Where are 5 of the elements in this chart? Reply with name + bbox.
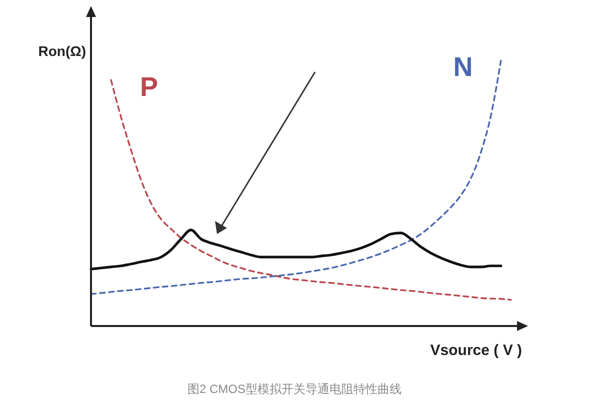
- x-axis-title: Vsource ( V ): [429, 342, 522, 359]
- series-label: N: [453, 52, 473, 82]
- y-axis-title: Ron(Ω): [37, 43, 86, 59]
- caption: 图2 CMOS型模拟开关导通电阻特性曲线: [186, 381, 402, 398]
- series-label: P: [140, 72, 158, 102]
